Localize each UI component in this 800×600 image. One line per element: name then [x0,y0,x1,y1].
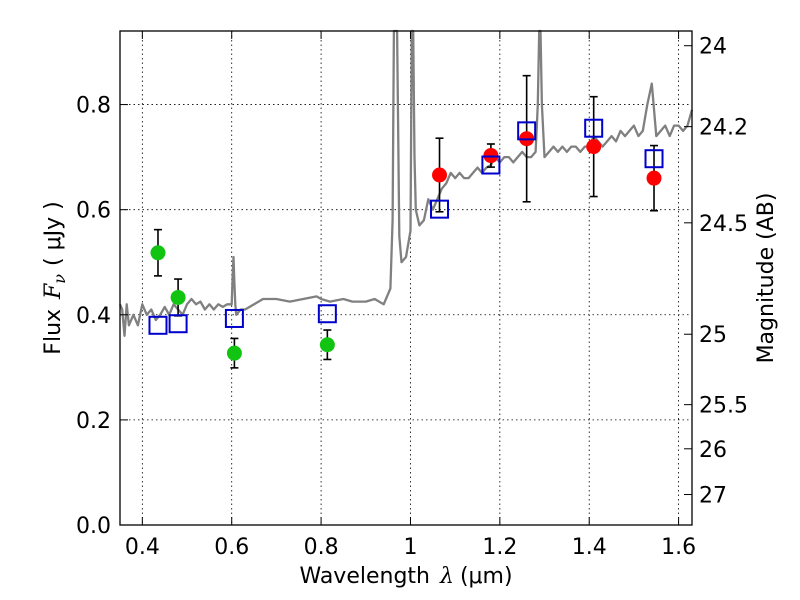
x-tick-label: 0.8 [304,535,339,560]
y-tick-label: 0.4 [76,304,111,329]
y2-tick-label: 24.5 [699,212,748,237]
y2-tick-label: 24 [699,35,727,60]
x-axis-label: Wavelength [299,564,430,589]
y2-tick-label: 26 [699,438,727,463]
optical-point [226,345,242,361]
y2-tick-label: 24.2 [699,116,748,141]
model-square [584,118,604,138]
y-tick-label: 0.2 [76,409,111,434]
x-axis-symbol: λ [439,564,454,589]
optical-point [170,289,186,305]
y-tick-label: 0.8 [76,94,111,119]
model-square [517,121,537,141]
data-markers [148,118,664,361]
y-axis-title: Flux Fν ( μJy ) [41,201,69,354]
y-tick-label: 0.6 [76,199,111,224]
y-axis-subscript: ν [50,274,69,284]
model-square [168,314,188,334]
y-tick-label: 0.0 [76,514,111,539]
nir-point [646,170,662,186]
x-tick-label: 1.2 [482,535,517,560]
x-tick-label: 1 [403,535,417,560]
optical-point [319,337,335,353]
model-square [430,199,450,219]
nir-point [432,167,448,183]
optical-point [150,245,166,261]
y2-tick-label: 25.5 [699,394,748,419]
x-axis-unit: (μm) [460,564,513,589]
y2-tick-label: 27 [699,484,727,509]
plot-frame [119,30,693,526]
x-tick-label: 1.4 [572,535,607,560]
model-square [481,155,501,175]
y2-tick-label: 25 [699,323,727,348]
y-axis-symbol: F [41,283,66,300]
model-square [317,304,337,324]
x-tick-label: 1.6 [661,535,696,560]
y-axis-label: Flux [41,309,66,355]
nir-point [586,139,602,155]
model-square [224,308,244,328]
model-square [148,315,168,335]
axis-ticks: 0.4 0.6 0.8 1 1.2 1.4 1.6 0.0 0.2 0.4 0.6 0.8 24 24.2… [76,31,748,560]
x-axis-title: Wavelength λ (μm) [299,564,512,589]
y-axis-unit: ( μJy ) [41,201,66,266]
y2-axis-title: Magnitude (AB) [754,193,779,364]
x-tick-label: 0.4 [125,535,160,560]
x-tick-label: 0.6 [214,535,249,560]
model-square [644,149,664,169]
